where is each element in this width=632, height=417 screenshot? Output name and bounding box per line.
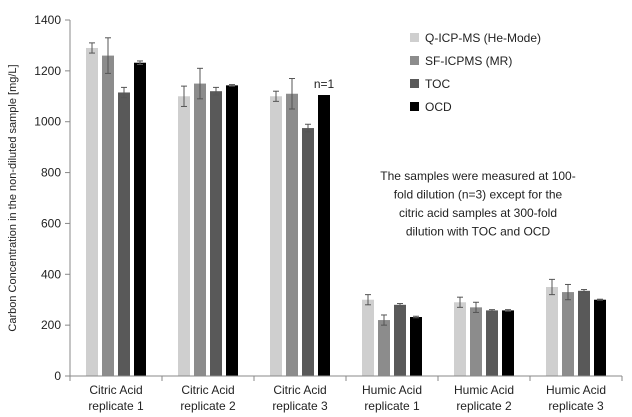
bar-6-2 [562,292,574,376]
note: The samples were measured at 100- fold di… [380,169,575,239]
bar-6-1 [546,287,558,376]
x-category-label-line: Citric Acid [273,383,326,397]
labels-layer: 0 200 400 600 800 1000 1200 1400 Citric Acid repl… [7,13,606,413]
legend-label-1: Q-ICP-MS (He-Mode) [425,31,541,45]
x-category-label-line: replicate 3 [272,399,328,413]
legend-label-2: SF-ICPMS (MR) [425,54,512,68]
bar-1-2 [102,55,114,376]
note-line-4: dilution with TOC and OCD [406,225,551,239]
error-bars-layer [89,37,603,326]
y-tick-label-7: 1400 [34,13,61,27]
bar-2-2 [194,83,206,377]
bar-1-4 [134,62,146,376]
y-tick-label-2: 400 [41,267,61,281]
legend-swatch-1 [410,33,419,42]
note-line-1: The samples were measured at 100- [380,169,575,183]
y-tick-label-1: 200 [41,318,61,332]
x-category-label-1: Citric Acid replicate 1 [88,383,144,413]
x-category-label-line: Humic Acid [362,383,422,397]
legend-label-4: OCD [425,100,452,114]
bar-5-4 [502,310,514,376]
legend-label-3: TOC [425,77,450,91]
y-tick-label-4: 800 [41,166,61,180]
x-category-label-line: Citric Acid [181,383,234,397]
x-category-label-2: Citric Acid replicate 2 [180,383,236,413]
bar-4-3 [394,304,406,376]
x-category-label-line: Humic Acid [454,383,514,397]
bar-3-2 [286,93,298,376]
x-category-label-line: Citric Acid [89,383,142,397]
bar-6-4 [594,299,606,376]
bar-3-4 [318,95,330,376]
annotation-1: n=1 [314,77,335,91]
legend-swatch-4 [410,102,419,111]
bar-4-1 [362,299,374,376]
y-tick-label-6: 1200 [34,64,61,78]
note-line-2: fold dilution (n=3) except for the [394,188,563,202]
x-category-label-line: replicate 3 [548,399,604,413]
legend-swatch-2 [410,56,419,65]
x-category-label-line: replicate 2 [456,399,512,413]
bar-2-4 [226,85,238,376]
y-tick-label-5: 1000 [34,115,61,129]
bar-4-4 [410,317,422,376]
bars-layer [86,47,606,377]
bar-1-1 [86,47,98,376]
bar-1-3 [118,92,130,376]
bar-5-1 [454,302,466,376]
x-category-label-line: replicate 2 [180,399,236,413]
x-category-label-line: Humic Acid [546,383,606,397]
bar-2-3 [210,91,222,376]
y-tick-label-3: 600 [41,216,61,230]
x-category-label-6: Humic Acid replicate 3 [546,383,606,413]
legend: Q-ICP-MS (He-Mode) SF-ICPMS (MR) TOC OCD [410,31,541,114]
x-category-label-3: Citric Acid replicate 3 [272,383,328,413]
bar-3-3 [302,128,314,376]
legend-swatch-3 [410,79,419,88]
x-category-label-line: replicate 1 [88,399,144,413]
bar-3-1 [270,96,282,377]
x-category-label-4: Humic Acid replicate 1 [362,383,422,413]
x-category-label-line: replicate 1 [364,399,420,413]
bar-6-3 [578,290,590,376]
note-line-3: citric acid samples at 300-fold [399,206,557,220]
bar-2-1 [178,96,190,377]
bar-5-3 [486,310,498,376]
bar-4-2 [378,320,390,376]
bar-5-2 [470,307,482,376]
y-axis-title: Carbon Concentration in the non-diluted … [7,64,19,331]
x-category-label-5: Humic Acid replicate 2 [454,383,514,413]
axes-layer [65,19,623,381]
y-tick-label-0: 0 [54,369,61,383]
